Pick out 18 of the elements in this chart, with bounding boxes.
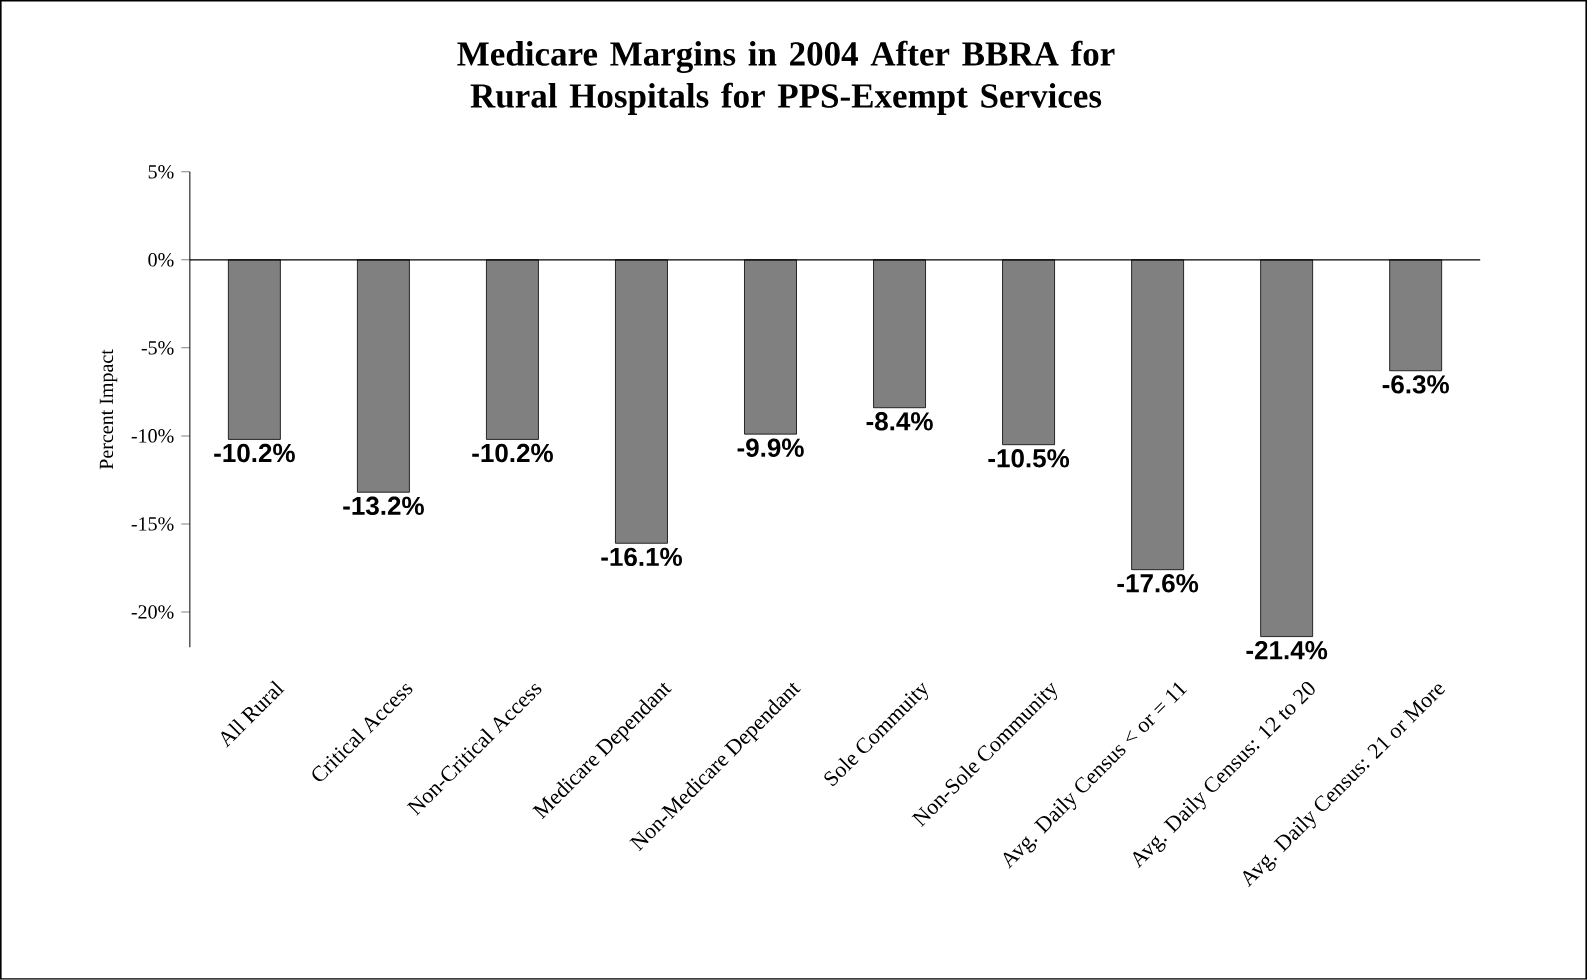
y-tick-label: 5%	[148, 165, 174, 179]
data-label: -10.2%	[214, 443, 295, 463]
data-label: -6.3%	[1382, 375, 1449, 394]
data-label: -21.4%	[1246, 641, 1328, 660]
chart-title: Medicare Margins in 2004 After BBRA for Rural Hospitals for PPS-Exempt Services	[457, 40, 1115, 115]
data-label: -16.1%	[601, 547, 682, 567]
data-label: -13.2%	[343, 496, 424, 516]
data-label: -10.5%	[988, 449, 1070, 468]
y-tick-label: -15%	[131, 517, 174, 531]
data-label: -8.4%	[866, 412, 933, 431]
y-tick-label: 0%	[148, 253, 174, 267]
y-tick-label: -5%	[141, 341, 174, 355]
y-axis-title: Percent Impact	[99, 349, 118, 470]
data-label: -9.9%	[737, 438, 804, 458]
y-tick-label: -10%	[131, 429, 174, 443]
y-tick-label: -20%	[131, 605, 174, 619]
data-label: -10.2%	[472, 443, 553, 463]
data-label: -17.6%	[1117, 574, 1199, 593]
